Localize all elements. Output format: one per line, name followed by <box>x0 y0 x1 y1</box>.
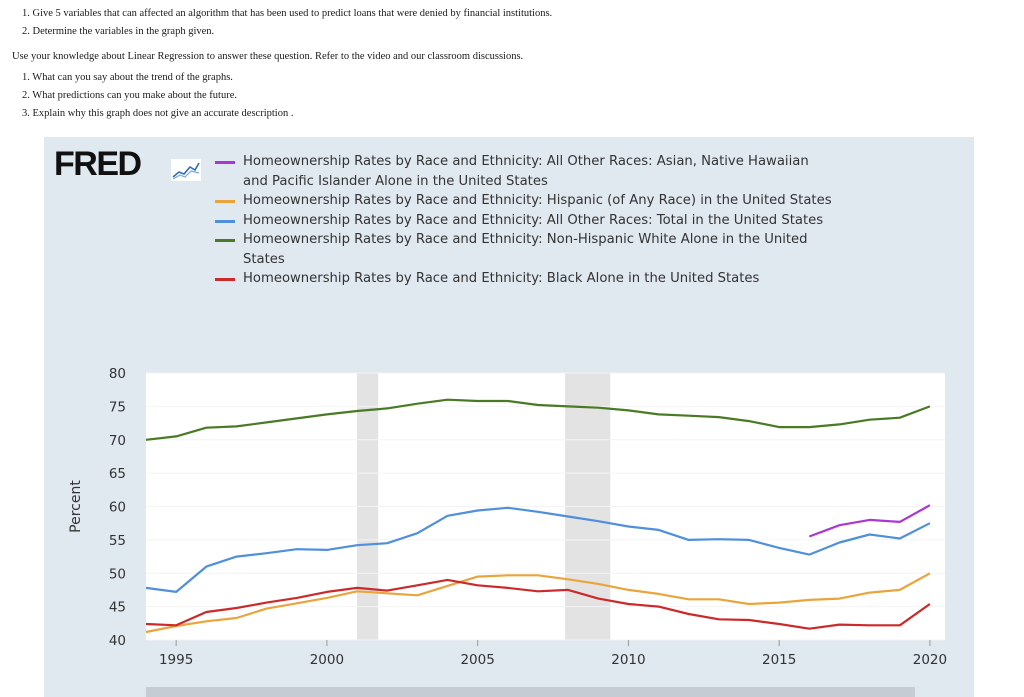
y-tick-label: 40 <box>109 633 126 649</box>
question-2: 2. Determine the variables in the graph … <box>22 26 215 37</box>
x-tick-label: 1995 <box>159 652 193 668</box>
y-tick-label: 50 <box>109 566 126 582</box>
fred-logo: FRED <box>54 145 142 183</box>
legend-swatch <box>215 219 235 223</box>
x-tick-label: 2000 <box>310 652 344 668</box>
series-line <box>808 504 931 538</box>
x-tick-label: 2010 <box>611 652 645 668</box>
legend-item[interactable]: Homeownership Rates by Race and Ethnicit… <box>215 191 835 211</box>
legend-label: Homeownership Rates by Race and Ethnicit… <box>243 193 832 208</box>
legend-item[interactable]: Homeownership Rates by Race and Ethnicit… <box>215 211 835 231</box>
prompt-1: 1. What can you say about the trend of t… <box>22 72 233 83</box>
legend-swatch <box>215 239 235 242</box>
chart-legend: Homeownership Rates by Race and Ethnicit… <box>215 152 835 289</box>
legend-item[interactable]: Homeownership Rates by Race and Ethnicit… <box>215 152 835 191</box>
y-axis-label: Percent <box>68 480 84 533</box>
legend-swatch <box>215 278 235 281</box>
series-line <box>145 398 931 441</box>
y-tick-label: 80 <box>109 366 126 382</box>
line-chart: 40 45 50 55 60 65 70 75 80 1995 2000 2005 2010 2015 20… <box>68 366 947 697</box>
series-line <box>145 506 931 593</box>
series-line <box>145 578 931 630</box>
x-tick-label: 2020 <box>913 652 947 668</box>
y-tick-label: 70 <box>109 433 126 449</box>
series-line <box>145 572 931 634</box>
question-1: 1. Give 5 variables that can affected an… <box>22 8 553 19</box>
fred-logo-graph-icon <box>171 159 201 181</box>
legend-item[interactable]: Homeownership Rates by Race and Ethnicit… <box>215 269 835 289</box>
legend-label: Homeownership Rates by Race and Ethnicit… <box>243 154 809 189</box>
legend-swatch <box>215 161 235 164</box>
instructions: Use your knowledge about Linear Regressi… <box>12 51 524 62</box>
legend-label: Homeownership Rates by Race and Ethnicit… <box>243 271 760 286</box>
y-tick-label: 60 <box>109 500 126 516</box>
fred-chart-panel: FRED Homeownership Rates by Race and Eth… <box>44 137 974 697</box>
legend-item[interactable]: Homeownership Rates by Race and Ethnicit… <box>215 230 835 269</box>
legend-label: Homeownership Rates by Race and Ethnicit… <box>243 232 808 267</box>
y-tick-label: 65 <box>109 466 126 482</box>
y-tick-label: 75 <box>109 399 126 415</box>
prompt-3: 3. Explain why this graph does not give … <box>22 108 294 119</box>
y-tick-label: 45 <box>109 600 126 616</box>
range-slider <box>146 687 915 697</box>
y-tick-label: 55 <box>109 533 126 549</box>
legend-label: Homeownership Rates by Race and Ethnicit… <box>243 212 824 228</box>
legend-swatch <box>215 200 235 203</box>
x-tick-label: 2005 <box>460 652 494 668</box>
x-tick-label: 2015 <box>762 652 796 668</box>
prompt-2: 2. What predictions can you make about t… <box>22 90 237 101</box>
